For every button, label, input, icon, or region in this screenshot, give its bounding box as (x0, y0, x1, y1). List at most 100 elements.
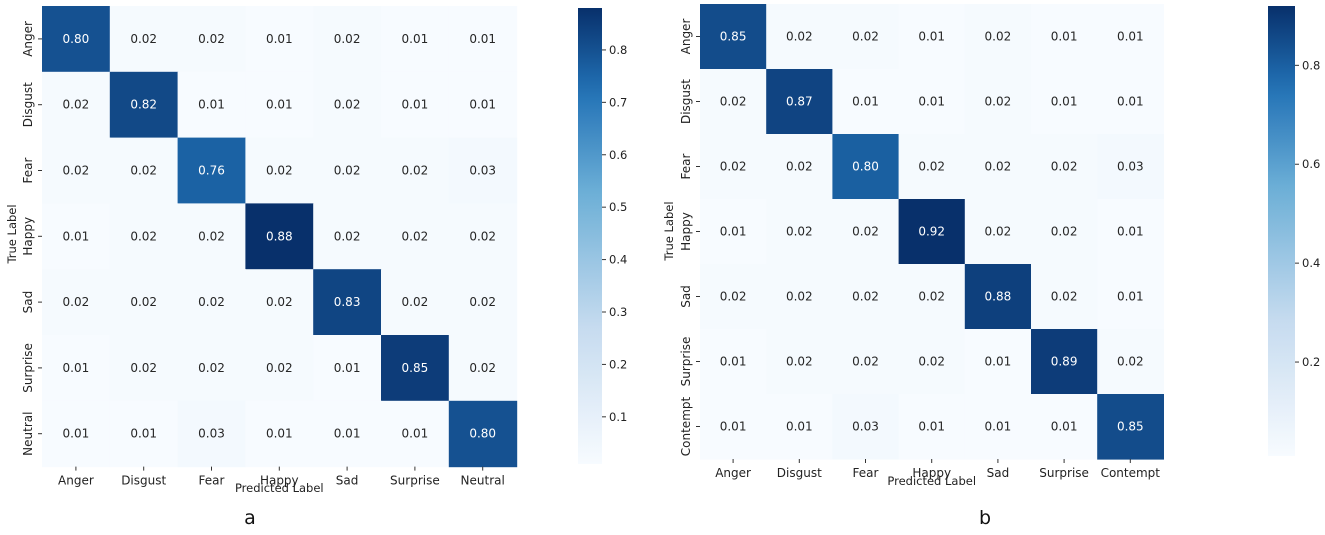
heatmap-cell (700, 264, 767, 330)
heatmap-cell (898, 264, 966, 330)
colorbar-tick-label: 0.5 (609, 200, 627, 214)
x-tick-label: Contempt (1101, 466, 1161, 480)
heatmap-cell (109, 335, 179, 402)
cell-value-label: 0.01 (63, 361, 90, 375)
cell-value-label: 0.03 (1117, 160, 1144, 174)
heatmap-cell (1097, 329, 1164, 395)
heatmap-cell (1031, 134, 1098, 200)
heatmap-cell (898, 329, 966, 395)
colorbar-tick-label: 0.3 (609, 305, 627, 319)
heatmap-cell (177, 400, 246, 468)
cell-value-label: 0.02 (852, 355, 879, 369)
heatmap-cell (313, 335, 382, 402)
colorbar: 0.2 0.4 0.6 0.8 (1268, 6, 1320, 456)
cell-value-label: 0.01 (334, 427, 361, 441)
colorbar-tick-label: 0.2 (1302, 355, 1320, 369)
heatmap-cell (832, 69, 900, 135)
x-axis-label: Predicted Label (887, 474, 976, 488)
x-tick-label: Surprise (390, 474, 440, 488)
cell-value-label: 0.01 (402, 427, 429, 441)
cell-value-label: 0.01 (1051, 95, 1078, 109)
y-tick-label: Anger (21, 21, 35, 57)
heatmap-cell (177, 71, 246, 139)
x-tick-label: Neutral (461, 474, 505, 488)
cell-value-label: 0.02 (198, 295, 225, 309)
x-tick-label: Happy (912, 466, 951, 480)
heatmap-cell (177, 269, 246, 336)
cell-value-label: 0.01 (918, 30, 945, 44)
cell-value-label: 0.02 (1051, 225, 1078, 239)
cell-value-label: 0.88 (266, 229, 293, 243)
heatmap-cell (42, 400, 111, 468)
cell-value-label: 0.01 (1051, 30, 1078, 44)
heatmap-cell (964, 4, 1032, 70)
cell-value-label: 0.01 (1051, 420, 1078, 434)
heatmap-cell (448, 335, 518, 402)
cell-value-label: 0.83 (334, 295, 361, 309)
cell-value-label: 0.76 (198, 164, 225, 178)
cell-value-label: 0.85 (402, 361, 429, 375)
heatmap-cell (1097, 264, 1164, 330)
heatmap-cell (700, 4, 767, 70)
cell-value-label: 0.02 (130, 32, 157, 46)
heatmap-cell (1031, 199, 1098, 265)
cell-value-label: 0.01 (1117, 95, 1144, 109)
heatmap-cell (42, 71, 111, 139)
colorbar-tick-label: 0.7 (609, 95, 627, 109)
cell-value-label: 0.02 (402, 295, 429, 309)
cell-value-label: 0.01 (198, 98, 225, 112)
cell-value-label: 0.03 (469, 164, 496, 178)
heatmap-cell (313, 269, 382, 336)
heatmap-cell (832, 4, 900, 70)
heatmap-cell (381, 6, 450, 73)
cell-value-label: 0.02 (130, 229, 157, 243)
cell-value-label: 0.02 (469, 229, 496, 243)
heatmap-cell (448, 137, 518, 204)
cell-value-label: 0.02 (720, 290, 747, 304)
y-tick-label: Happy (679, 212, 693, 251)
y-tick-label: Sad (21, 291, 35, 314)
cell-value-label: 0.02 (786, 160, 813, 174)
cell-value-label: 0.80 (63, 32, 90, 46)
y-tick-label: Contempt (679, 396, 693, 456)
heatmap-cell (381, 137, 450, 204)
x-tick-label: Disgust (121, 474, 166, 488)
heatmap-cell (42, 335, 111, 402)
heatmap-cell (964, 329, 1032, 395)
cell-value-label: 0.02 (786, 355, 813, 369)
cell-value-label: 0.01 (985, 420, 1012, 434)
heatmap-cell (177, 203, 246, 270)
heatmap-cell (832, 199, 900, 265)
x-tick-label: Fear (853, 466, 879, 480)
heatmap-cell (448, 400, 518, 468)
cell-value-label: 0.02 (334, 32, 361, 46)
colorbar-tick-label: 0.8 (609, 43, 627, 57)
heatmap-cell (42, 137, 111, 204)
cell-value-label: 0.02 (720, 160, 747, 174)
colorbar-tick-label: 0.2 (609, 357, 627, 371)
colorbar-tick-label: 0.4 (609, 253, 627, 267)
cell-value-label: 0.02 (786, 30, 813, 44)
y-tick-label: Disgust (21, 82, 35, 127)
cell-value-label: 0.01 (720, 355, 747, 369)
heatmap-cell (42, 203, 111, 270)
heatmap-cell (1031, 264, 1098, 330)
heatmap-cell (381, 269, 450, 336)
heatmap-cell (448, 71, 518, 139)
heatmap-cell (245, 335, 314, 402)
cell-value-label: 0.02 (334, 98, 361, 112)
heatmap-cell (313, 400, 382, 468)
x-tick-label: Sad (987, 466, 1010, 480)
cell-value-label: 0.02 (334, 164, 361, 178)
heatmap-cell (1031, 4, 1098, 70)
cell-value-label: 0.02 (918, 160, 945, 174)
cell-value-label: 0.02 (985, 30, 1012, 44)
colorbar-tick-label: 0.1 (609, 410, 627, 424)
cell-value-label: 0.85 (720, 30, 747, 44)
heatmap-cell (381, 203, 450, 270)
y-tick-label: Disgust (679, 79, 693, 124)
cell-value-label: 0.01 (1117, 30, 1144, 44)
heatmap-cell (177, 137, 246, 204)
cell-value-label: 0.01 (720, 420, 747, 434)
cell-value-label: 0.02 (198, 229, 225, 243)
